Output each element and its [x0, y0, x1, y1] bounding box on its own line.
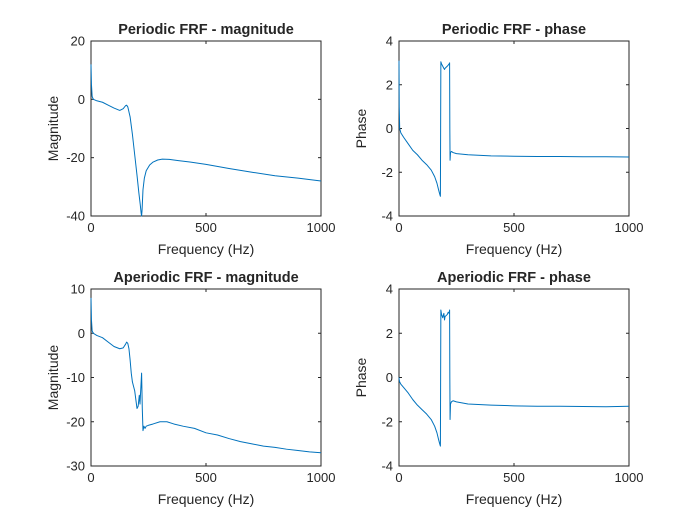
aperiodic-magnitude-xlabel: Frequency (Hz): [158, 491, 254, 507]
periodic-phase-xtick-label: 500: [503, 220, 525, 235]
periodic-phase-plot-frame: [398, 40, 630, 217]
periodic-phase-ytick-label: 4: [386, 34, 393, 49]
periodic-magnitude-ytick-label: -20: [66, 150, 85, 165]
aperiodic-phase-xlabel: Frequency (Hz): [466, 491, 562, 507]
periodic-magnitude-axes: 0 500 1000 20 0 -20 -40 Periodic FRF - magnitud…: [45, 22, 335, 257]
periodic-magnitude-xtick-label: 1000: [307, 220, 336, 235]
periodic-phase-ytick-label: -4: [381, 209, 393, 224]
aperiodic-phase-ylabel: Phase: [353, 357, 369, 397]
periodic-phase-title: Periodic FRF - phase: [442, 22, 586, 38]
aperiodic-phase-xtick-label: 500: [503, 470, 525, 485]
aperiodic-magnitude-ytick-label: -10: [66, 370, 85, 385]
aperiodic-phase-ytick-label: -2: [381, 414, 393, 429]
aperiodic-phase-axes: 0 500 1000 4 2 0 -2 -4 Aperiodic FRF - phase Freq…: [353, 270, 643, 507]
periodic-phase-xtick-label: 0: [395, 220, 402, 235]
periodic-phase-series-line: [398, 60, 630, 197]
aperiodic-magnitude-ytick-label: -30: [66, 459, 85, 474]
periodic-magnitude-xlabel: Frequency (Hz): [158, 241, 254, 257]
periodic-phase-ytick-label: 2: [386, 77, 393, 92]
periodic-phase-ytick-label: -2: [381, 165, 393, 180]
aperiodic-phase-title: Aperiodic FRF - phase: [437, 270, 591, 286]
periodic-magnitude-ytick-label: 20: [71, 34, 85, 49]
aperiodic-magnitude-plot-frame: [90, 288, 322, 467]
periodic-magnitude-series-line: [90, 64, 322, 217]
aperiodic-magnitude-ytick-label: -20: [66, 414, 85, 429]
periodic-magnitude-ytick-label: -40: [66, 209, 85, 224]
aperiodic-magnitude-ylabel: Magnitude: [45, 345, 61, 411]
aperiodic-magnitude-ytick-label: 0: [78, 326, 85, 341]
periodic-phase-xlabel: Frequency (Hz): [466, 241, 562, 257]
aperiodic-magnitude-series-line: [90, 297, 322, 454]
periodic-magnitude-ylabel: Magnitude: [45, 96, 61, 162]
aperiodic-magnitude-title: Aperiodic FRF - magnitude: [113, 270, 298, 286]
aperiodic-phase-ytick-label: 0: [386, 370, 393, 385]
periodic-magnitude-ytick-label: 0: [78, 92, 85, 107]
periodic-phase-xtick-label: 1000: [615, 220, 644, 235]
aperiodic-magnitude-xtick-label: 1000: [307, 470, 336, 485]
aperiodic-phase-ytick-label: 4: [386, 282, 393, 297]
periodic-magnitude-xtick-label: 500: [195, 220, 217, 235]
periodic-phase-ytick-label: 0: [386, 121, 393, 136]
aperiodic-magnitude-xtick-label: 500: [195, 470, 217, 485]
aperiodic-phase-xtick-label: 1000: [615, 470, 644, 485]
aperiodic-phase-plot-frame: [398, 288, 630, 467]
aperiodic-magnitude-xtick-label: 0: [87, 470, 94, 485]
aperiodic-phase-series-line: [398, 309, 630, 447]
periodic-phase-axes: 0 500 1000 4 2 0 -2 -4 Periodic FRF - phase Frequ…: [353, 22, 643, 257]
periodic-magnitude-plot-frame: [90, 40, 322, 217]
aperiodic-phase-ytick-label: 2: [386, 326, 393, 341]
aperiodic-phase-xtick-label: 0: [395, 470, 402, 485]
periodic-magnitude-xtick-label: 0: [87, 220, 94, 235]
periodic-phase-ylabel: Phase: [353, 108, 369, 148]
aperiodic-magnitude-axes: 0 500 1000 10 0 -10 -20 -30 Aperiodic FRF - magn…: [45, 270, 335, 507]
aperiodic-magnitude-ytick-label: 10: [71, 282, 85, 297]
periodic-magnitude-title: Periodic FRF - magnitude: [118, 22, 294, 38]
aperiodic-phase-ytick-label: -4: [381, 459, 393, 474]
